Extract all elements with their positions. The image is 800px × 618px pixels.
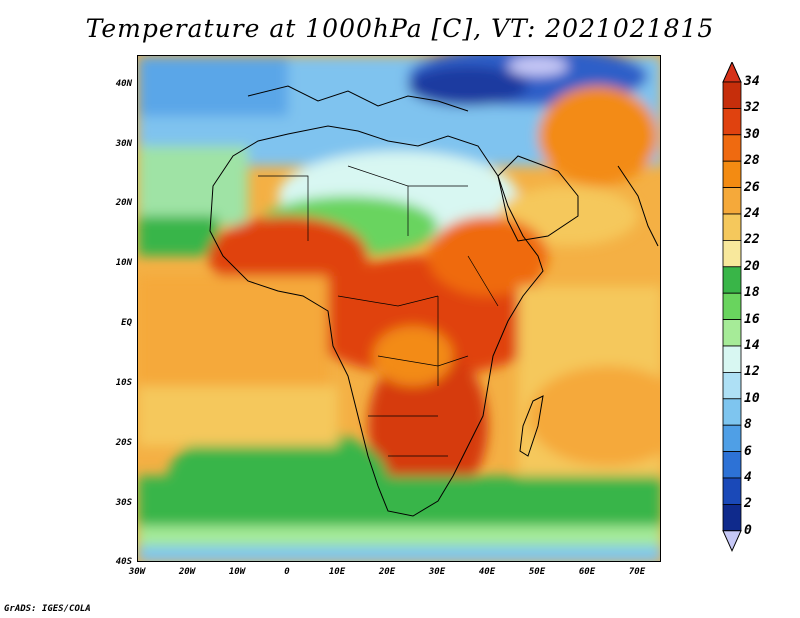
colorbar-label: 18 (744, 285, 760, 301)
colorbar-label: 34 (744, 74, 760, 89)
colorbar-label: 8 (744, 417, 752, 433)
colorbar-segment (722, 451, 742, 479)
lon-label: 10E (328, 567, 346, 577)
colorbar-segment (722, 239, 742, 268)
lat-label: 10S (115, 378, 132, 388)
temperature-map (138, 56, 660, 561)
colorbar-label: 10 (744, 390, 760, 406)
lat-label: 20S (115, 438, 132, 448)
colorbar-segment (722, 371, 742, 400)
colorbar-label: 14 (744, 338, 760, 353)
colorbar-segment (722, 345, 742, 373)
colorbar-segment (722, 319, 742, 347)
country-borders (258, 165, 499, 457)
lon-label: 20W (178, 567, 196, 577)
colorbar-segment (722, 266, 742, 294)
lon-label: 10W (228, 567, 246, 577)
colorbar-label: 30 (744, 126, 760, 142)
lon-label: 30E (428, 567, 446, 577)
colorbar-label: 4 (744, 470, 752, 485)
colorbar-segment (722, 398, 742, 426)
lon-label: 40E (478, 567, 496, 577)
colorbar-segment (722, 503, 742, 532)
colorbar-segment (722, 160, 742, 188)
india-coastline (617, 165, 659, 247)
colorbar-segment (722, 134, 742, 162)
lat-label: 10N (115, 258, 132, 268)
lat-label: EQ (121, 318, 132, 328)
lon-label: 70E (628, 567, 646, 577)
colorbar-top-arrow (722, 62, 742, 83)
colorbar-label: 2 (744, 496, 752, 512)
colorbar-label: 20 (744, 258, 760, 274)
colorbar-segment (722, 477, 742, 505)
lon-label: 50E (528, 567, 546, 577)
colorbar-label: 28 (744, 153, 760, 169)
colorbar (722, 62, 742, 553)
colorbar-bottom-arrow (722, 530, 742, 553)
colorbar-label: 0 (744, 522, 752, 538)
map-panel (137, 55, 661, 562)
colorbar-segment (722, 292, 742, 320)
colorbar-label: 24 (744, 206, 760, 221)
footer-credit: GrADS: IGES/COLA (4, 604, 91, 614)
lat-label: 40N (115, 79, 132, 89)
lat-label: 20N (115, 198, 132, 208)
map-title: Temperature at 1000hPa [C], VT: 20210218… (85, 14, 715, 43)
colorbar-segment (722, 187, 742, 215)
europe-coastline (247, 85, 469, 112)
colorbar-segment (722, 81, 742, 109)
africa-coastline (209, 125, 544, 517)
lon-label: 30W (128, 567, 146, 577)
colorbar-label: 6 (744, 443, 752, 459)
colorbar-label: 12 (744, 364, 760, 380)
colorbar-label: 16 (744, 311, 760, 327)
lon-label: 60E (578, 567, 596, 577)
colorbar-segment (722, 424, 742, 453)
colorbar-label: 26 (744, 179, 760, 195)
colorbar-label: 22 (744, 232, 760, 248)
arabia-coastline (497, 155, 579, 242)
lat-label: 30S (115, 498, 132, 508)
lat-label: 40S (115, 557, 132, 567)
colorbar-segment (722, 108, 742, 136)
colorbar-segment (722, 213, 742, 241)
lon-label: 0 (284, 567, 290, 577)
lon-label: 20E (378, 567, 396, 577)
madagascar-coastline (519, 395, 544, 457)
lat-label: 30N (115, 139, 132, 149)
colorbar-label: 32 (744, 100, 760, 116)
